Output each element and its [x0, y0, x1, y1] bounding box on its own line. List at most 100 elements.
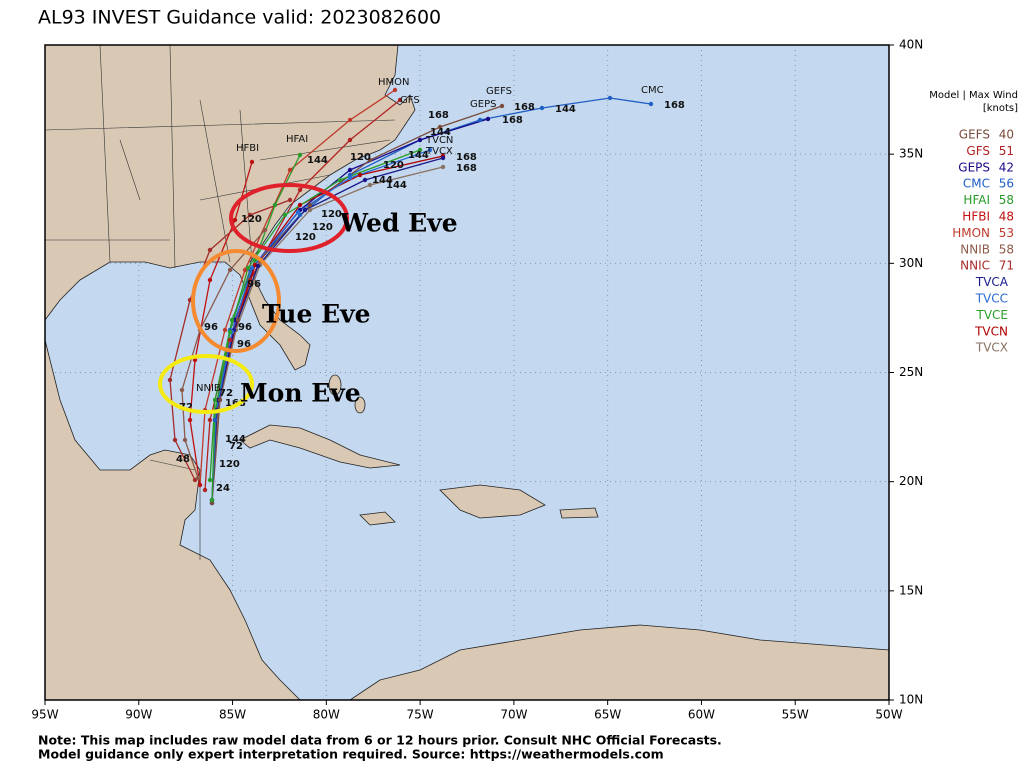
lon-label: 60W: [688, 708, 715, 722]
footnote: Model guidance only expert interpretatio…: [38, 747, 664, 762]
track-point: [249, 265, 255, 271]
track-label: 144: [386, 180, 407, 191]
track-point: [232, 217, 238, 223]
track-point: [172, 437, 178, 443]
track-point: [262, 227, 268, 233]
legend-model: CMC: [963, 177, 990, 191]
lat-label: 15N: [899, 583, 923, 597]
highlight-circle: [191, 249, 281, 353]
highlight-circle: [229, 183, 349, 253]
track-label: 120: [241, 214, 262, 225]
track-label: 168: [514, 102, 535, 113]
lat-label: 25N: [899, 365, 923, 379]
track-point: [245, 265, 251, 271]
track-point: [295, 209, 301, 215]
track-point: [222, 327, 228, 333]
track-label: 168: [502, 115, 523, 126]
track-point: [227, 267, 233, 273]
track-point: [287, 167, 293, 173]
track-label: 144: [225, 434, 246, 445]
track-label: GFS: [400, 95, 420, 106]
track-label: 120: [383, 160, 404, 171]
track-label: 120: [321, 209, 342, 220]
track-label: 144: [372, 175, 393, 186]
legend-model: HFAI: [963, 193, 990, 207]
track-label: TVCN: [425, 135, 453, 146]
track-label: 72: [229, 441, 243, 452]
track-point: [367, 157, 373, 163]
legend-model: GEPS: [958, 160, 990, 174]
track-point: [437, 124, 443, 130]
track-point: [227, 337, 233, 343]
legend-wind: 53: [999, 226, 1014, 240]
model-track: [181, 229, 266, 479]
track-point: [187, 417, 193, 423]
track-label: 96: [238, 322, 252, 333]
lon-label: 90W: [125, 708, 152, 722]
track-label: 168: [664, 100, 685, 111]
lat-label: 30N: [899, 256, 923, 270]
track-point: [297, 202, 303, 208]
legend-wind: 40: [999, 128, 1014, 142]
annotation: Wed Eve: [339, 209, 458, 238]
legend-header: [knots]: [983, 103, 1018, 114]
track-point: [212, 417, 218, 423]
track-label: 96: [204, 322, 218, 333]
track-point: [347, 175, 353, 181]
legend-wind: 42: [999, 160, 1014, 174]
legend-model: GFS: [966, 144, 990, 158]
track-label: 144: [408, 150, 429, 161]
track-label: 96: [247, 279, 261, 290]
track-point: [207, 417, 213, 423]
legend-wind: 71: [999, 259, 1014, 273]
lon-label: 80W: [313, 708, 340, 722]
axes: 95W 90W 85W 80W 75W 70W 65W 60W 55W 50W 40N 35N 30N 2…: [31, 38, 923, 722]
track-label: 168: [428, 110, 449, 121]
track-point: [209, 497, 215, 503]
track-point: [297, 152, 303, 158]
track-point: [485, 116, 491, 122]
legend-wind: 58: [999, 242, 1014, 256]
track-label: GEPS: [470, 99, 496, 110]
track-point: [207, 477, 213, 483]
track-point: [235, 317, 241, 323]
track-point: [272, 202, 278, 208]
track-label: HFAI: [286, 134, 308, 145]
track-point: [307, 202, 313, 208]
track-point: [227, 329, 233, 335]
legend-model: GEFS: [959, 128, 990, 142]
track-point: [167, 377, 173, 383]
legend-model: TVCA: [975, 275, 1009, 289]
track-point: [417, 137, 423, 143]
track-label: 168: [456, 152, 477, 163]
footnote: Note: This map includes raw model data f…: [38, 733, 722, 748]
track-label: GEFS: [486, 86, 512, 97]
lat-label: 40N: [899, 38, 923, 52]
track-point: [182, 437, 188, 443]
track-label: HFBI: [236, 143, 259, 154]
track-label: 144: [307, 155, 328, 166]
legend-model: TVCN: [974, 324, 1008, 338]
track-label: 120: [295, 232, 316, 243]
track-point: [229, 317, 235, 323]
lon-label: 95W: [31, 708, 58, 722]
track-label: 120: [219, 459, 240, 470]
title: AL93 INVEST Guidance valid: 2023082600: [38, 7, 441, 29]
lon-label: 55W: [782, 708, 809, 722]
track-point: [362, 177, 368, 183]
track-point: [417, 147, 423, 153]
legend-header: Model | Max Wind: [929, 90, 1018, 101]
track-label: 120: [350, 152, 371, 163]
lon-label: 75W: [407, 708, 434, 722]
lat-label: 10N: [899, 693, 923, 707]
lon-label: 50W: [875, 708, 902, 722]
legend-wind: 56: [999, 177, 1014, 191]
lon-label: 65W: [594, 708, 621, 722]
track-point: [499, 103, 505, 109]
model-track: [189, 161, 253, 486]
track-point: [397, 97, 403, 103]
highlight-circle: [158, 354, 254, 414]
track-label: 144: [430, 127, 451, 138]
track-label: TVCX: [425, 146, 453, 157]
track-point: [287, 197, 293, 203]
